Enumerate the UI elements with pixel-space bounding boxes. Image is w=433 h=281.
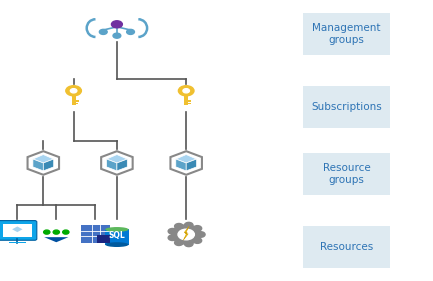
FancyBboxPatch shape bbox=[184, 91, 188, 105]
Circle shape bbox=[184, 241, 193, 247]
Circle shape bbox=[174, 223, 183, 229]
Circle shape bbox=[178, 86, 194, 96]
Circle shape bbox=[168, 228, 177, 234]
Ellipse shape bbox=[105, 227, 129, 232]
Text: SQL: SQL bbox=[109, 231, 125, 240]
Circle shape bbox=[66, 86, 81, 96]
Polygon shape bbox=[176, 155, 197, 163]
Circle shape bbox=[193, 238, 202, 243]
FancyBboxPatch shape bbox=[188, 103, 191, 104]
FancyBboxPatch shape bbox=[72, 91, 76, 105]
Circle shape bbox=[100, 30, 107, 34]
Polygon shape bbox=[107, 159, 117, 171]
FancyBboxPatch shape bbox=[76, 103, 78, 104]
Polygon shape bbox=[43, 159, 54, 171]
Polygon shape bbox=[97, 235, 110, 243]
Circle shape bbox=[44, 230, 50, 234]
FancyBboxPatch shape bbox=[0, 221, 37, 240]
Text: Resource
groups: Resource groups bbox=[323, 163, 370, 185]
FancyBboxPatch shape bbox=[3, 224, 32, 237]
Polygon shape bbox=[33, 159, 43, 171]
FancyBboxPatch shape bbox=[9, 242, 26, 243]
FancyBboxPatch shape bbox=[303, 13, 390, 55]
Circle shape bbox=[193, 226, 202, 231]
Circle shape bbox=[183, 89, 190, 93]
Polygon shape bbox=[33, 155, 54, 163]
Text: Management
groups: Management groups bbox=[312, 22, 381, 45]
Polygon shape bbox=[44, 237, 68, 242]
Circle shape bbox=[197, 232, 205, 237]
Circle shape bbox=[111, 21, 123, 28]
Polygon shape bbox=[117, 159, 127, 171]
Circle shape bbox=[63, 230, 69, 234]
Polygon shape bbox=[176, 159, 186, 171]
FancyBboxPatch shape bbox=[188, 100, 191, 102]
FancyBboxPatch shape bbox=[105, 229, 129, 244]
Circle shape bbox=[171, 225, 201, 244]
FancyBboxPatch shape bbox=[81, 225, 110, 243]
Polygon shape bbox=[12, 226, 23, 232]
Text: Resources: Resources bbox=[320, 242, 373, 252]
Circle shape bbox=[184, 222, 193, 228]
Circle shape bbox=[53, 230, 59, 234]
FancyBboxPatch shape bbox=[303, 153, 390, 195]
Circle shape bbox=[70, 89, 77, 93]
Circle shape bbox=[126, 30, 134, 34]
Circle shape bbox=[178, 229, 194, 240]
Circle shape bbox=[174, 240, 183, 246]
FancyBboxPatch shape bbox=[303, 226, 390, 268]
Polygon shape bbox=[183, 226, 189, 240]
Circle shape bbox=[113, 33, 121, 38]
Circle shape bbox=[168, 235, 177, 241]
FancyBboxPatch shape bbox=[76, 100, 79, 102]
Polygon shape bbox=[186, 159, 197, 171]
Ellipse shape bbox=[105, 242, 129, 247]
Polygon shape bbox=[107, 155, 127, 163]
FancyBboxPatch shape bbox=[303, 86, 390, 128]
Text: Subscriptions: Subscriptions bbox=[311, 102, 382, 112]
